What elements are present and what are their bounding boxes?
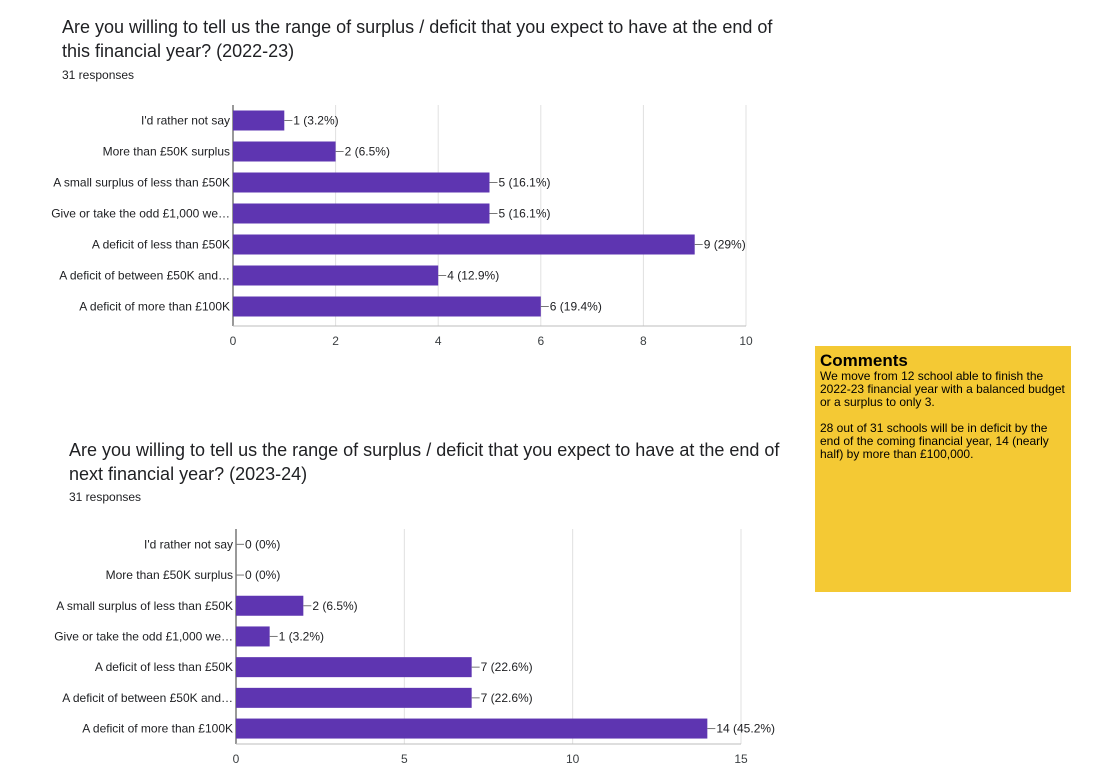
chart2-tick-label: 0 [233,752,240,766]
chart2-bar [236,687,472,708]
chart2-svg: 0 5 10 15 I'd rather not say 0 (0%) More than … [54,529,775,766]
chart1-category-label: I'd rather not say [141,114,230,128]
comments-box: Comments We move from 12 school able to … [815,346,1071,592]
chart1-bar [233,265,439,286]
chart1-data-label: 1 (3.2%) [293,114,338,128]
chart1-bar [233,110,285,131]
chart1-data-label: 5 (16.1%) [499,176,551,190]
chart1-category-label: A deficit of between £50K and… [59,269,230,283]
chart2-title: Are you willing to tell us the range of … [69,440,780,484]
chart2-bar [236,595,304,616]
chart1-category-label: Give or take the odd £1,000 we… [51,207,230,221]
chart1-data-label: 9 (29%) [704,238,746,252]
chart1-category-label: More than £50K surplus [103,145,230,159]
chart1-bar [233,234,695,255]
chart2-category-label: A deficit of between £50K and… [62,691,233,705]
comments-heading: Comments [820,351,908,370]
chart2-category-label: Give or take the odd £1,000 we… [54,629,233,643]
chart1-bar [233,141,336,162]
chart2-category-label: A deficit of less than £50K [95,660,233,674]
chart1-tick-label: 8 [640,334,647,348]
chart2-tick-label: 10 [566,752,580,766]
chart1-data-label: 6 (19.4%) [550,300,602,314]
chart1-tick-label: 0 [230,334,237,348]
chart1-svg: 0 2 4 6 8 10 I'd rather not say 1 (3.2%) More th… [51,105,753,348]
chart1-data-label: 2 (6.5%) [345,145,390,159]
chart2-data-label: 0 (0%) [245,568,280,582]
chart1-tick-label: 4 [435,334,442,348]
chart1-bar [233,172,490,193]
chart2-data-label: 14 (45.2%) [716,722,775,736]
chart2-bar [236,626,270,647]
chart1-data-label: 4 (12.9%) [447,269,499,283]
chart1-bar [233,203,490,224]
chart2-data-label: 7 (22.6%) [481,660,533,674]
chart2-data-label: 1 (3.2%) [279,629,324,643]
chart2-data-label: 7 (22.6%) [481,691,533,705]
chart2-tick-label: 5 [401,752,408,766]
chart1-title: Are you willing to tell us the range of … [62,17,773,61]
chart2-category-label: More than £50K surplus [106,568,233,582]
chart2-category-label: I'd rather not say [144,537,233,551]
chart2-response-count: 31 responses [69,490,142,504]
chart1-tick-label: 6 [537,334,544,348]
chart1-tick-label: 10 [739,334,753,348]
chart2-tick-label: 15 [734,752,748,766]
chart1-category-label: A deficit of less than £50K [92,238,230,252]
chart2-data-label: 2 (6.5%) [312,599,357,613]
chart2-bar [236,718,708,739]
chart2-category-label: A deficit of more than £100K [82,722,233,736]
chart1-data-label: 5 (16.1%) [499,207,551,221]
chart2-data-label: 0 (0%) [245,537,280,551]
chart1-response-count: 31 responses [62,68,135,82]
chart1-category-label: A deficit of more than £100K [79,300,230,314]
chart2-bar [236,657,472,678]
chart1-bar [233,296,541,317]
comments-body: We move from 12 school able to finish th… [820,369,1065,461]
chart1-category-label: A small surplus of less than £50K [53,176,230,190]
chart2-category-label: A small surplus of less than £50K [56,599,233,613]
chart1-tick-label: 2 [332,334,339,348]
